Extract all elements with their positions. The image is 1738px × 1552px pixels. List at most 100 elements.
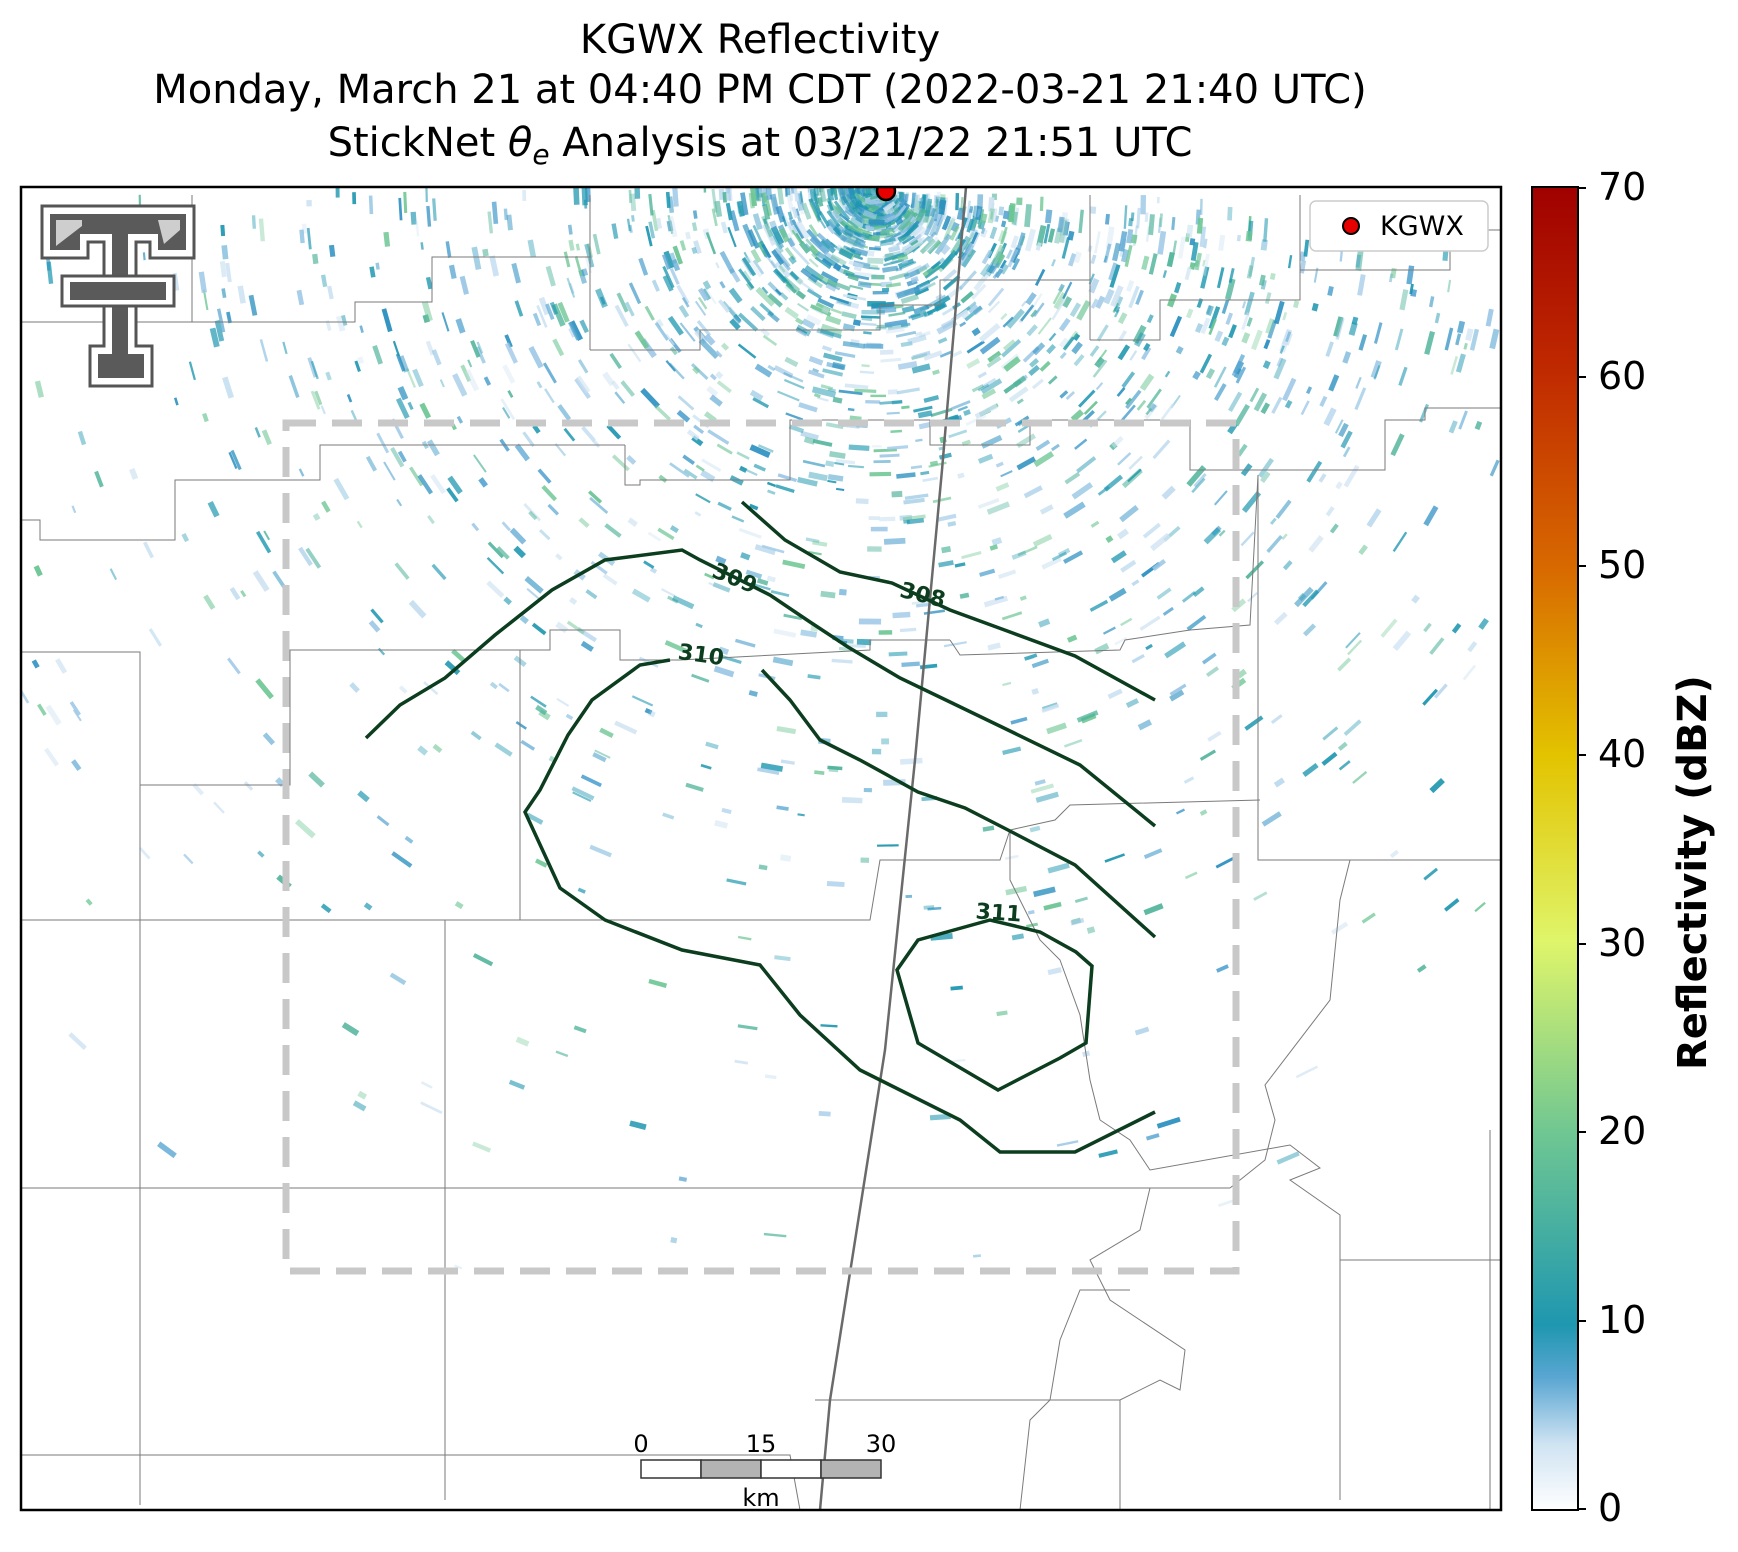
echo-gate [1011, 550, 1027, 560]
echo-gate [1142, 522, 1161, 539]
echo-gate [1186, 614, 1207, 631]
echo-gate [693, 424, 705, 435]
echo-gate [823, 352, 843, 363]
echo-gate [1308, 535, 1324, 553]
echo-gate [1150, 532, 1171, 552]
contour-308 [740, 500, 1156, 702]
echo-gate [705, 288, 717, 305]
echo-gate [1469, 328, 1480, 351]
echo-gate [1178, 236, 1186, 259]
echo-gate [752, 213, 763, 230]
echo-gate [696, 320, 712, 337]
echo-gate [1423, 622, 1432, 633]
echo-gate [631, 215, 635, 222]
echo-gate [631, 695, 654, 707]
echo-gate [1016, 456, 1036, 471]
echo-gate [1474, 420, 1483, 431]
echo-gate [1034, 268, 1046, 286]
echo-gate [679, 322, 696, 342]
echo-gate [678, 304, 690, 318]
echo-gate [1118, 231, 1128, 252]
echo-gate [827, 200, 834, 211]
echo-gate [1325, 341, 1334, 357]
echo-gate [927, 906, 942, 911]
echo-gate [72, 709, 82, 722]
echo-gate [1006, 249, 1013, 260]
echo-gate [513, 545, 526, 559]
echo-gate [754, 363, 773, 378]
echo-gate [566, 277, 576, 298]
echo-gate [916, 229, 927, 240]
echo-gate [834, 351, 856, 358]
echo-gate [951, 400, 971, 411]
echo-gate [1156, 1116, 1181, 1129]
echo-gate [588, 490, 603, 504]
echo-gate [739, 205, 745, 216]
echo-gate [682, 454, 695, 465]
echo-gate [1235, 366, 1247, 384]
echo-gate [439, 379, 445, 388]
echo-gate [1039, 504, 1054, 515]
echo-gate [390, 446, 405, 468]
echo-gate [1127, 468, 1142, 483]
echo-gate [1343, 719, 1362, 736]
echo-gate [685, 231, 691, 240]
echo-gate [971, 384, 984, 393]
echo-gate [991, 353, 999, 360]
echo-gate [810, 304, 832, 317]
echo-gate [1303, 239, 1310, 257]
echo-gate [1215, 856, 1235, 869]
echo-gate [473, 454, 487, 473]
echo-gate [966, 200, 971, 222]
echo-gate [1109, 264, 1121, 288]
echo-gate [974, 403, 999, 419]
echo-gate [715, 350, 723, 358]
echo-gate [1004, 854, 1019, 861]
echo-gate [634, 188, 641, 199]
echo-gate [947, 520, 957, 527]
echo-gate [1069, 302, 1082, 318]
echo-gate [863, 331, 872, 335]
echo-gate [1227, 206, 1233, 221]
echo-gate [420, 1081, 433, 1089]
echo-gate [609, 352, 622, 370]
echo-gate [807, 674, 821, 680]
echo-gate [1273, 357, 1287, 380]
echo-gate [662, 265, 675, 289]
echo-gate [1328, 374, 1340, 392]
echo-gate [486, 556, 505, 575]
echo-gate [542, 362, 557, 384]
echo-gate [818, 187, 827, 203]
echo-gate [778, 240, 785, 249]
echo-gate [1246, 317, 1253, 327]
echo-gate [188, 361, 196, 381]
echo-gate [537, 468, 552, 484]
echo-gate [842, 293, 867, 301]
echo-gate [1035, 791, 1059, 803]
contour-311 [895, 918, 1094, 1092]
echo-gate [1119, 504, 1139, 523]
echo-gate [229, 586, 241, 601]
echo-gate [670, 1237, 678, 1244]
echo-gate [992, 247, 1004, 267]
echo-gate [1031, 658, 1049, 669]
echo-gate [467, 359, 473, 368]
echo-gate [792, 187, 799, 202]
echo-gate [884, 319, 908, 328]
echo-gate [838, 389, 863, 396]
echo-gate [299, 229, 305, 244]
echo-gate [1090, 254, 1097, 265]
echo-gate [532, 424, 541, 434]
echo-gate [853, 265, 862, 272]
echo-gate [1144, 403, 1158, 420]
echo-gate [1241, 300, 1247, 309]
echo-gate [1112, 242, 1121, 262]
echo-gate [460, 364, 472, 382]
echo-gate [883, 251, 908, 262]
echo-gate [1002, 681, 1012, 687]
echo-gate [832, 187, 838, 197]
echo-gate [599, 727, 614, 739]
echo-gate [937, 337, 948, 344]
echo-gate [1444, 898, 1460, 912]
echo-gate [860, 322, 877, 327]
